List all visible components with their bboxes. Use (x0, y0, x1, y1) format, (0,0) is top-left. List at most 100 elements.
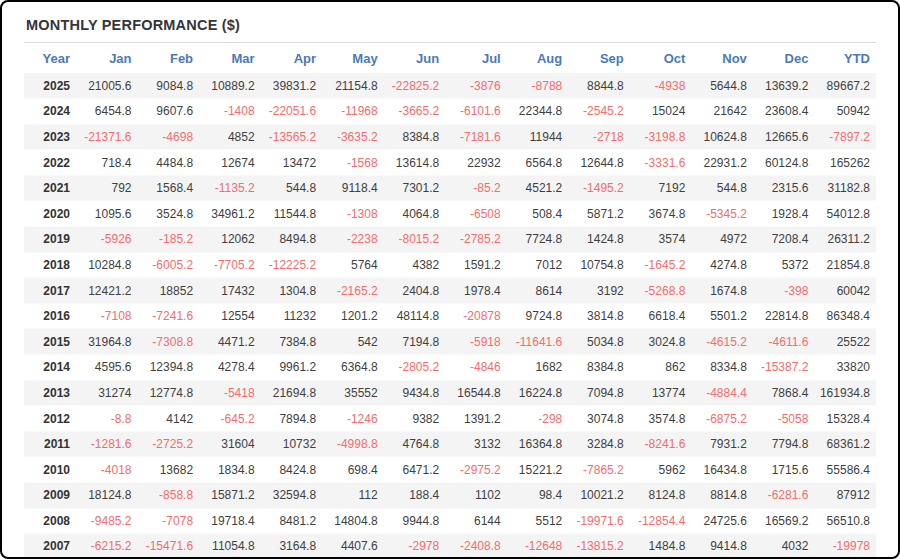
month-value-cell: 12421.2 (76, 278, 138, 304)
month-value-cell: -5418 (199, 380, 261, 406)
month-value-cell: 7868.4 (753, 380, 815, 406)
month-value-cell: 4274.8 (691, 252, 753, 278)
table-header: YearJanFebMarAprMayJunJulAugSepOctNovDec… (24, 43, 876, 73)
table-row-2023: 2023-21371.6-46984852-13565.2-3635.28384… (24, 124, 876, 150)
month-value-cell: 8334.8 (691, 355, 753, 381)
month-value-cell: 9607.6 (138, 99, 200, 125)
month-value-cell: 3674.8 (630, 201, 692, 227)
month-value-cell: -3635.2 (322, 124, 384, 150)
month-value-cell: 8494.8 (261, 227, 323, 253)
ytd-cell: 54012.8 (814, 201, 876, 227)
month-value-cell: 3814.8 (568, 303, 630, 329)
month-value-cell: -6875.2 (691, 406, 753, 432)
month-value-cell: 22931.2 (691, 150, 753, 176)
month-value-cell: 4142 (138, 406, 200, 432)
month-value-cell: -19971.6 (568, 508, 630, 534)
month-value-cell: 4032 (753, 534, 815, 559)
month-value-cell: 9944.8 (384, 508, 446, 534)
table-row-2012: 2012-8.84142-645.27894.8-124693821391.2-… (24, 406, 876, 432)
year-cell: 2012 (24, 406, 76, 432)
month-value-cell: 1674.8 (691, 278, 753, 304)
month-value-cell: -6101.6 (445, 99, 507, 125)
month-value-cell: 5962 (630, 457, 692, 483)
month-value-cell: 12644.8 (568, 150, 630, 176)
month-value-cell: 3132 (445, 431, 507, 457)
ytd-cell: 33820 (814, 355, 876, 381)
month-value-cell: -2165.2 (322, 278, 384, 304)
month-value-cell: -4611.6 (753, 329, 815, 355)
month-value-cell: -1408 (199, 99, 261, 125)
month-value-cell: 1928.4 (753, 201, 815, 227)
ytd-cell: 60042 (814, 278, 876, 304)
table-row-2017: 201712421.218852174321304.8-2165.22404.8… (24, 278, 876, 304)
month-value-cell: -7181.6 (445, 124, 507, 150)
month-value-cell: -15387.2 (753, 355, 815, 381)
table-row-2009: 200918124.8-858.815871.232594.8112188.41… (24, 483, 876, 509)
month-value-cell: 13682 (138, 457, 200, 483)
year-cell: 2020 (24, 201, 76, 227)
column-header-jan: Jan (76, 43, 138, 73)
month-value-cell: -7308.8 (138, 329, 200, 355)
month-value-cell: 5871.2 (568, 201, 630, 227)
table-row-2016: 2016-7108-7241.612554112321201.248114.8-… (24, 303, 876, 329)
month-value-cell: 7208.4 (753, 227, 815, 253)
month-value-cell: 4064.8 (384, 201, 446, 227)
month-value-cell: -6215.2 (76, 534, 138, 559)
month-value-cell: -1281.6 (76, 431, 138, 457)
month-value-cell: -5268.8 (630, 278, 692, 304)
month-value-cell: 12394.8 (138, 355, 200, 381)
month-value-cell: 10754.8 (568, 252, 630, 278)
month-value-cell: 8814.8 (691, 483, 753, 509)
month-value-cell: 792 (76, 175, 138, 201)
table-row-2021: 20217921568.4-1135.2544.89118.47301.2-85… (24, 175, 876, 201)
month-value-cell: -298 (507, 406, 569, 432)
month-value-cell: 10889.2 (199, 73, 261, 99)
monthly-performance-panel: MONTHLY PERFORMANCE ($) YearJanFebMarApr… (0, 0, 900, 559)
year-cell: 2008 (24, 508, 76, 534)
month-value-cell: 4278.4 (199, 355, 261, 381)
month-value-cell: -1135.2 (199, 175, 261, 201)
month-value-cell: 3024.8 (630, 329, 692, 355)
month-value-cell: 1682 (507, 355, 569, 381)
month-value-cell: 19718.4 (199, 508, 261, 534)
year-cell: 2024 (24, 99, 76, 125)
month-value-cell: -2785.2 (445, 227, 507, 253)
month-value-cell: -6005.2 (138, 252, 200, 278)
month-value-cell: 112 (322, 483, 384, 509)
month-value-cell: 10284.8 (76, 252, 138, 278)
month-value-cell: -4884.4 (691, 380, 753, 406)
year-cell: 2021 (24, 175, 76, 201)
month-value-cell: 8481.2 (261, 508, 323, 534)
ytd-cell: 87912 (814, 483, 876, 509)
month-value-cell: 1591.2 (445, 252, 507, 278)
month-value-cell: 98.4 (507, 483, 569, 509)
month-value-cell: 34961.2 (199, 201, 261, 227)
month-value-cell: -13565.2 (261, 124, 323, 150)
month-value-cell: 8844.8 (568, 73, 630, 99)
month-value-cell: -2408.8 (445, 534, 507, 559)
month-value-cell: 3574 (630, 227, 692, 253)
month-value-cell: 2315.6 (753, 175, 815, 201)
table-row-2022: 2022718.44484.81267413472-156813614.8229… (24, 150, 876, 176)
month-value-cell: 11054.8 (199, 534, 261, 559)
month-value-cell: -21371.6 (76, 124, 138, 150)
month-value-cell: 10021.2 (568, 483, 630, 509)
ytd-cell: 50942 (814, 99, 876, 125)
month-value-cell: -2238 (322, 227, 384, 253)
month-value-cell: 8384.8 (568, 355, 630, 381)
table-row-2020: 20201095.63524.834961.211544.8-13084064.… (24, 201, 876, 227)
month-value-cell: 21154.8 (322, 73, 384, 99)
year-cell: 2017 (24, 278, 76, 304)
month-value-cell: 1304.8 (261, 278, 323, 304)
month-value-cell: 9961.2 (261, 355, 323, 381)
month-value-cell: 862 (630, 355, 692, 381)
column-header-mar: Mar (199, 43, 261, 73)
table-row-2024: 20246454.89607.6-1408-22051.6-11968-3665… (24, 99, 876, 125)
month-value-cell: 7194.8 (384, 329, 446, 355)
month-value-cell: 698.4 (322, 457, 384, 483)
ytd-cell: 89667.2 (814, 73, 876, 99)
month-value-cell: 13472 (261, 150, 323, 176)
year-cell: 2009 (24, 483, 76, 509)
month-value-cell: 35552 (322, 380, 384, 406)
month-value-cell: 13614.8 (384, 150, 446, 176)
